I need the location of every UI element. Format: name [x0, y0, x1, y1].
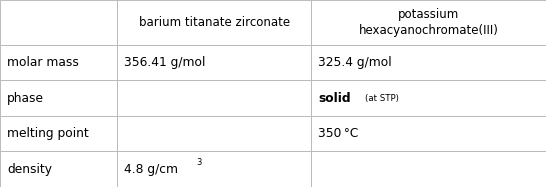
Text: molar mass: molar mass — [7, 56, 79, 69]
Text: phase: phase — [7, 92, 44, 105]
Text: barium titanate zirconate: barium titanate zirconate — [139, 16, 290, 29]
Text: 350 °C: 350 °C — [318, 127, 359, 140]
Text: (at STP): (at STP) — [365, 94, 399, 103]
Text: melting point: melting point — [7, 127, 89, 140]
Text: solid: solid — [318, 92, 351, 105]
Text: 3: 3 — [196, 158, 201, 167]
Text: 356.41 g/mol: 356.41 g/mol — [124, 56, 206, 69]
Text: density: density — [7, 163, 52, 176]
Text: 4.8 g/cm: 4.8 g/cm — [124, 163, 179, 176]
Text: 325.4 g/mol: 325.4 g/mol — [318, 56, 392, 69]
Text: potassium
hexacyanochromate(III): potassium hexacyanochromate(III) — [359, 8, 498, 37]
